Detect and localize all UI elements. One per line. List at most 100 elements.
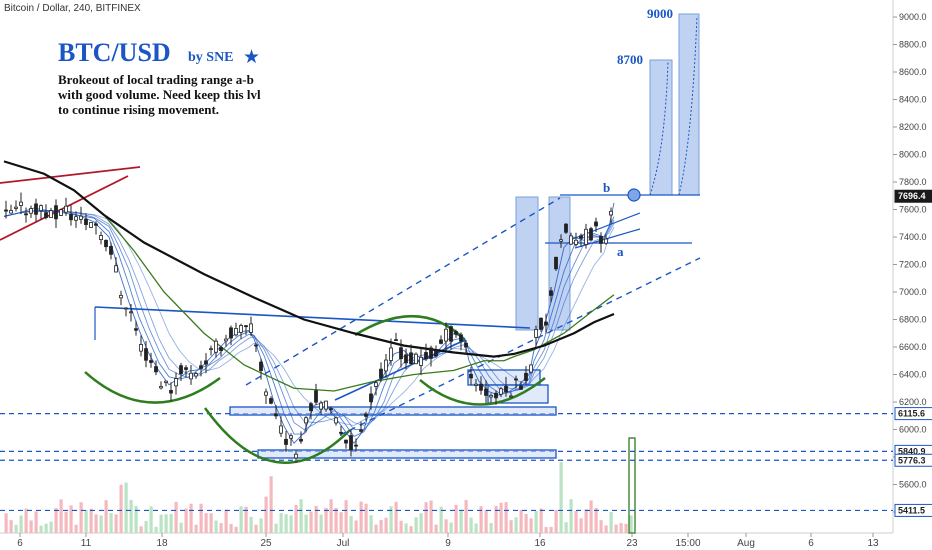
volume-bar: [9, 520, 13, 533]
volume-bar: [609, 512, 613, 533]
range-box: [257, 449, 557, 459]
y-tick-label: 6200.0: [899, 397, 927, 407]
volume-bar: [444, 519, 448, 533]
volume-bar: [79, 502, 83, 533]
x-tick-label: 16: [534, 538, 546, 549]
candle-body: [384, 359, 388, 372]
volume-bar: [134, 506, 138, 533]
volume-bar: [394, 501, 398, 533]
volume-bar: [309, 511, 313, 533]
projection-arrow: [678, 15, 698, 196]
candle-body: [574, 239, 578, 245]
volume-bar: [289, 515, 293, 533]
volume-bar: [24, 508, 28, 533]
candle-body: [334, 417, 338, 424]
candle-body: [164, 380, 168, 383]
volume-bar: [34, 511, 38, 533]
ema-line: [3, 210, 615, 431]
candle-body: [79, 215, 83, 220]
volume-bar: [124, 482, 128, 533]
volume-bar: [354, 520, 358, 533]
volume-bar: [314, 505, 318, 533]
y-tick-label: 6000.0: [899, 425, 927, 435]
volume-bar: [164, 514, 168, 533]
volume-bar: [19, 515, 23, 533]
point-label-a: a: [617, 244, 624, 259]
y-tick-label: 7600.0: [899, 205, 927, 215]
volume-bar: [109, 513, 113, 533]
candle-body: [319, 402, 323, 410]
candle-body: [269, 398, 273, 404]
cup-arc: [354, 315, 466, 341]
candle-body: [514, 378, 518, 381]
point-label-b: b: [603, 180, 611, 195]
x-tick-label: 25: [260, 538, 272, 549]
volume-bar: [489, 523, 493, 533]
candle-body: [109, 246, 113, 255]
candle-body: [589, 228, 593, 241]
volume-bar: [169, 513, 173, 533]
volume-bar: [149, 506, 153, 533]
sma-long-line: [3, 160, 615, 358]
candle-body: [174, 378, 178, 387]
volume-bar: [64, 511, 68, 533]
volume-bar: [274, 523, 278, 533]
volume-bar: [484, 509, 488, 533]
y-tick-label: 6400.0: [899, 370, 927, 380]
volume-bar: [429, 500, 433, 533]
volume-bar: [119, 484, 123, 533]
target-label-9000: 9000: [647, 6, 673, 21]
range-box: [229, 406, 557, 416]
volume-bar: [409, 526, 413, 533]
candle-body: [129, 311, 133, 314]
y-tick-label: 5600.0: [899, 480, 927, 490]
volume-bar: [279, 513, 283, 533]
candle-body: [439, 339, 443, 344]
volume-bar: [84, 510, 88, 533]
volume-bar: [559, 462, 563, 533]
candle-body: [604, 238, 608, 244]
candle-body: [249, 323, 253, 333]
volume-bar: [614, 524, 618, 533]
volume-bar: [204, 513, 208, 533]
sma-mid-line: [103, 214, 615, 392]
volume-bar: [449, 522, 453, 533]
volume-bar: [194, 524, 198, 533]
projection-box: [678, 13, 700, 196]
volume-bar: [574, 511, 578, 533]
volume-bar: [69, 505, 73, 533]
candle-body: [444, 328, 448, 342]
cup-arc: [203, 407, 351, 464]
volume-bar: [229, 523, 233, 533]
volume-bar: [624, 523, 628, 533]
y-tick-label: 8800.0: [899, 40, 927, 50]
volume-bar: [389, 506, 393, 533]
volume-bar: [324, 507, 328, 533]
candle-body: [454, 331, 458, 335]
candle-body: [474, 383, 478, 386]
x-tick-label: Aug: [737, 538, 755, 549]
volume-bar: [359, 501, 363, 533]
candle-body: [64, 205, 68, 213]
candle-body: [144, 348, 148, 361]
candle-body: [329, 408, 333, 411]
candle-body: [84, 218, 88, 225]
candle-body: [524, 372, 528, 381]
candle-body: [424, 352, 428, 360]
volume-bar: [539, 508, 543, 533]
x-tick-label: 23: [626, 538, 638, 549]
volume-bar: [339, 512, 343, 533]
volume-bar: [329, 499, 333, 533]
candle-body: [99, 235, 103, 241]
candle-body: [499, 388, 503, 395]
candle-body: [479, 383, 483, 391]
cup-arc: [419, 377, 546, 406]
volume-bar: [564, 522, 568, 533]
volume-bar: [179, 522, 183, 533]
volume-bar: [14, 524, 18, 533]
candle-body: [554, 256, 558, 270]
candle-body: [119, 294, 123, 299]
volume-bar: [504, 502, 508, 533]
volume-bar: [344, 500, 348, 533]
